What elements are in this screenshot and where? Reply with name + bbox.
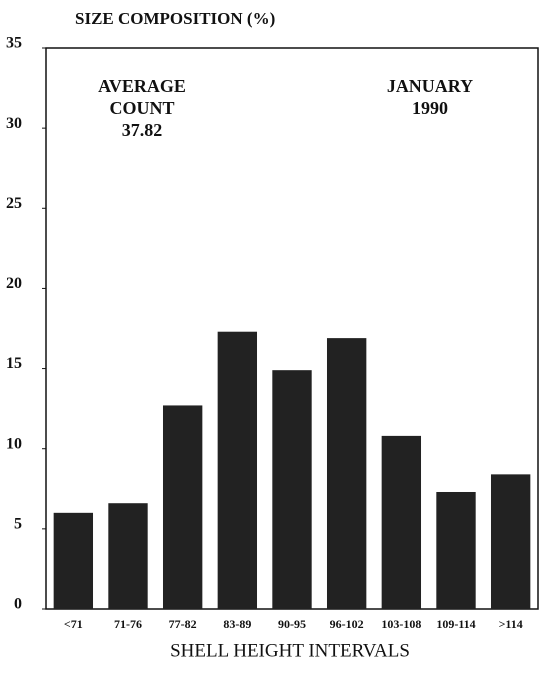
x-tick-label: 83-89 (223, 617, 251, 631)
y-tick-label: 35 (6, 35, 22, 52)
x-tick-label: 90-95 (278, 617, 306, 631)
x-axis-label: SHELL HEIGHT INTERVALS (170, 640, 410, 661)
y-tick-label: 0 (14, 596, 22, 613)
y-tick-label: 10 (6, 435, 22, 452)
y-tick-label: 30 (6, 115, 22, 132)
y-tick-label: 15 (6, 355, 22, 372)
bar (490, 474, 531, 609)
x-tick-label: 71-76 (114, 617, 142, 631)
annotation: 1990 (412, 98, 448, 118)
bar (53, 512, 94, 609)
annotation: JANUARY (387, 76, 473, 96)
y-tick-label: 25 (6, 195, 22, 212)
bar (108, 503, 148, 609)
y-tick-label: 5 (14, 516, 22, 533)
bar (326, 338, 367, 609)
x-tick-label: 109-114 (436, 617, 475, 631)
y-tick-label: 20 (6, 275, 22, 292)
bar (381, 435, 422, 609)
annotation: 37.82 (122, 120, 163, 140)
bar (162, 405, 203, 609)
bar (436, 491, 476, 609)
x-tick-label: <71 (64, 617, 83, 631)
x-tick-label: 77-82 (169, 617, 197, 631)
x-tick-label: >114 (499, 617, 523, 631)
x-tick-label: 103-108 (381, 617, 421, 631)
annotation: COUNT (109, 98, 174, 118)
x-tick-label: 96-102 (330, 617, 364, 631)
chart-title: SIZE COMPOSITION (%) (75, 9, 275, 28)
bar (272, 370, 312, 609)
annotation: AVERAGE (98, 76, 186, 96)
bar (217, 331, 258, 609)
